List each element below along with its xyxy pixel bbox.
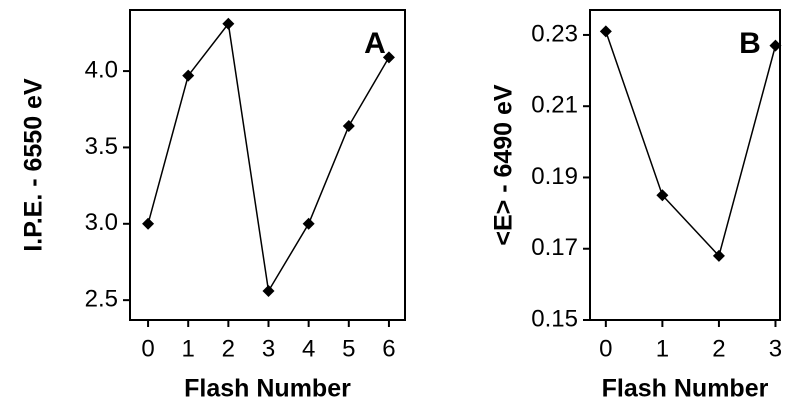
data-point bbox=[769, 39, 782, 52]
data-point bbox=[262, 284, 275, 297]
data-point bbox=[182, 69, 195, 82]
y-tick-label: 0.21 bbox=[531, 92, 578, 119]
x-tick-label: 2 bbox=[712, 335, 725, 362]
data-point bbox=[142, 217, 155, 230]
y-axis-title: <E> - 6490 eV bbox=[490, 84, 518, 246]
y-tick-label: 0.15 bbox=[531, 305, 578, 332]
plot-frame bbox=[129, 9, 406, 321]
data-point bbox=[222, 17, 235, 30]
x-tick-label: 3 bbox=[769, 335, 782, 362]
y-tick-label: 0.17 bbox=[531, 234, 578, 261]
panel-label: B bbox=[739, 27, 761, 60]
data-point bbox=[599, 25, 612, 38]
data-point bbox=[342, 120, 355, 133]
x-tick-label: 0 bbox=[599, 335, 612, 362]
plot-frame bbox=[589, 9, 781, 321]
x-axis-title: Flash Number bbox=[602, 375, 769, 403]
y-tick-label: 2.5 bbox=[85, 285, 118, 312]
y-tick-label: 3.5 bbox=[85, 133, 118, 160]
y-tick-label: 0.23 bbox=[531, 20, 578, 47]
y-tick-label: 3.0 bbox=[85, 209, 118, 236]
data-line bbox=[605, 31, 777, 258]
data-point bbox=[382, 51, 395, 64]
x-tick-label: 3 bbox=[262, 335, 275, 362]
y-tick-label: 4.0 bbox=[85, 56, 118, 83]
x-tick-label: 1 bbox=[656, 335, 669, 362]
x-tick-label: 6 bbox=[382, 335, 395, 362]
x-tick-label: 2 bbox=[222, 335, 235, 362]
y-axis-title: I.P.E. - 6550 eV bbox=[20, 78, 48, 252]
x-tick-label: 5 bbox=[342, 335, 355, 362]
x-tick-label: 4 bbox=[302, 335, 315, 362]
data-point bbox=[302, 217, 315, 230]
data-line bbox=[147, 21, 390, 294]
data-point bbox=[656, 189, 669, 202]
y-tick-label: 0.19 bbox=[531, 163, 578, 190]
x-tick-label: 0 bbox=[141, 335, 154, 362]
x-axis-title: Flash Number bbox=[184, 375, 351, 403]
panel-label: A bbox=[364, 27, 386, 60]
chart: 2.5 3.0 3.5 4.0 0 1 2 3 4 5 6 Flash Number I.P.E. - … bbox=[20, 9, 406, 403]
data-point bbox=[712, 249, 725, 262]
x-tick-label: 1 bbox=[182, 335, 195, 362]
